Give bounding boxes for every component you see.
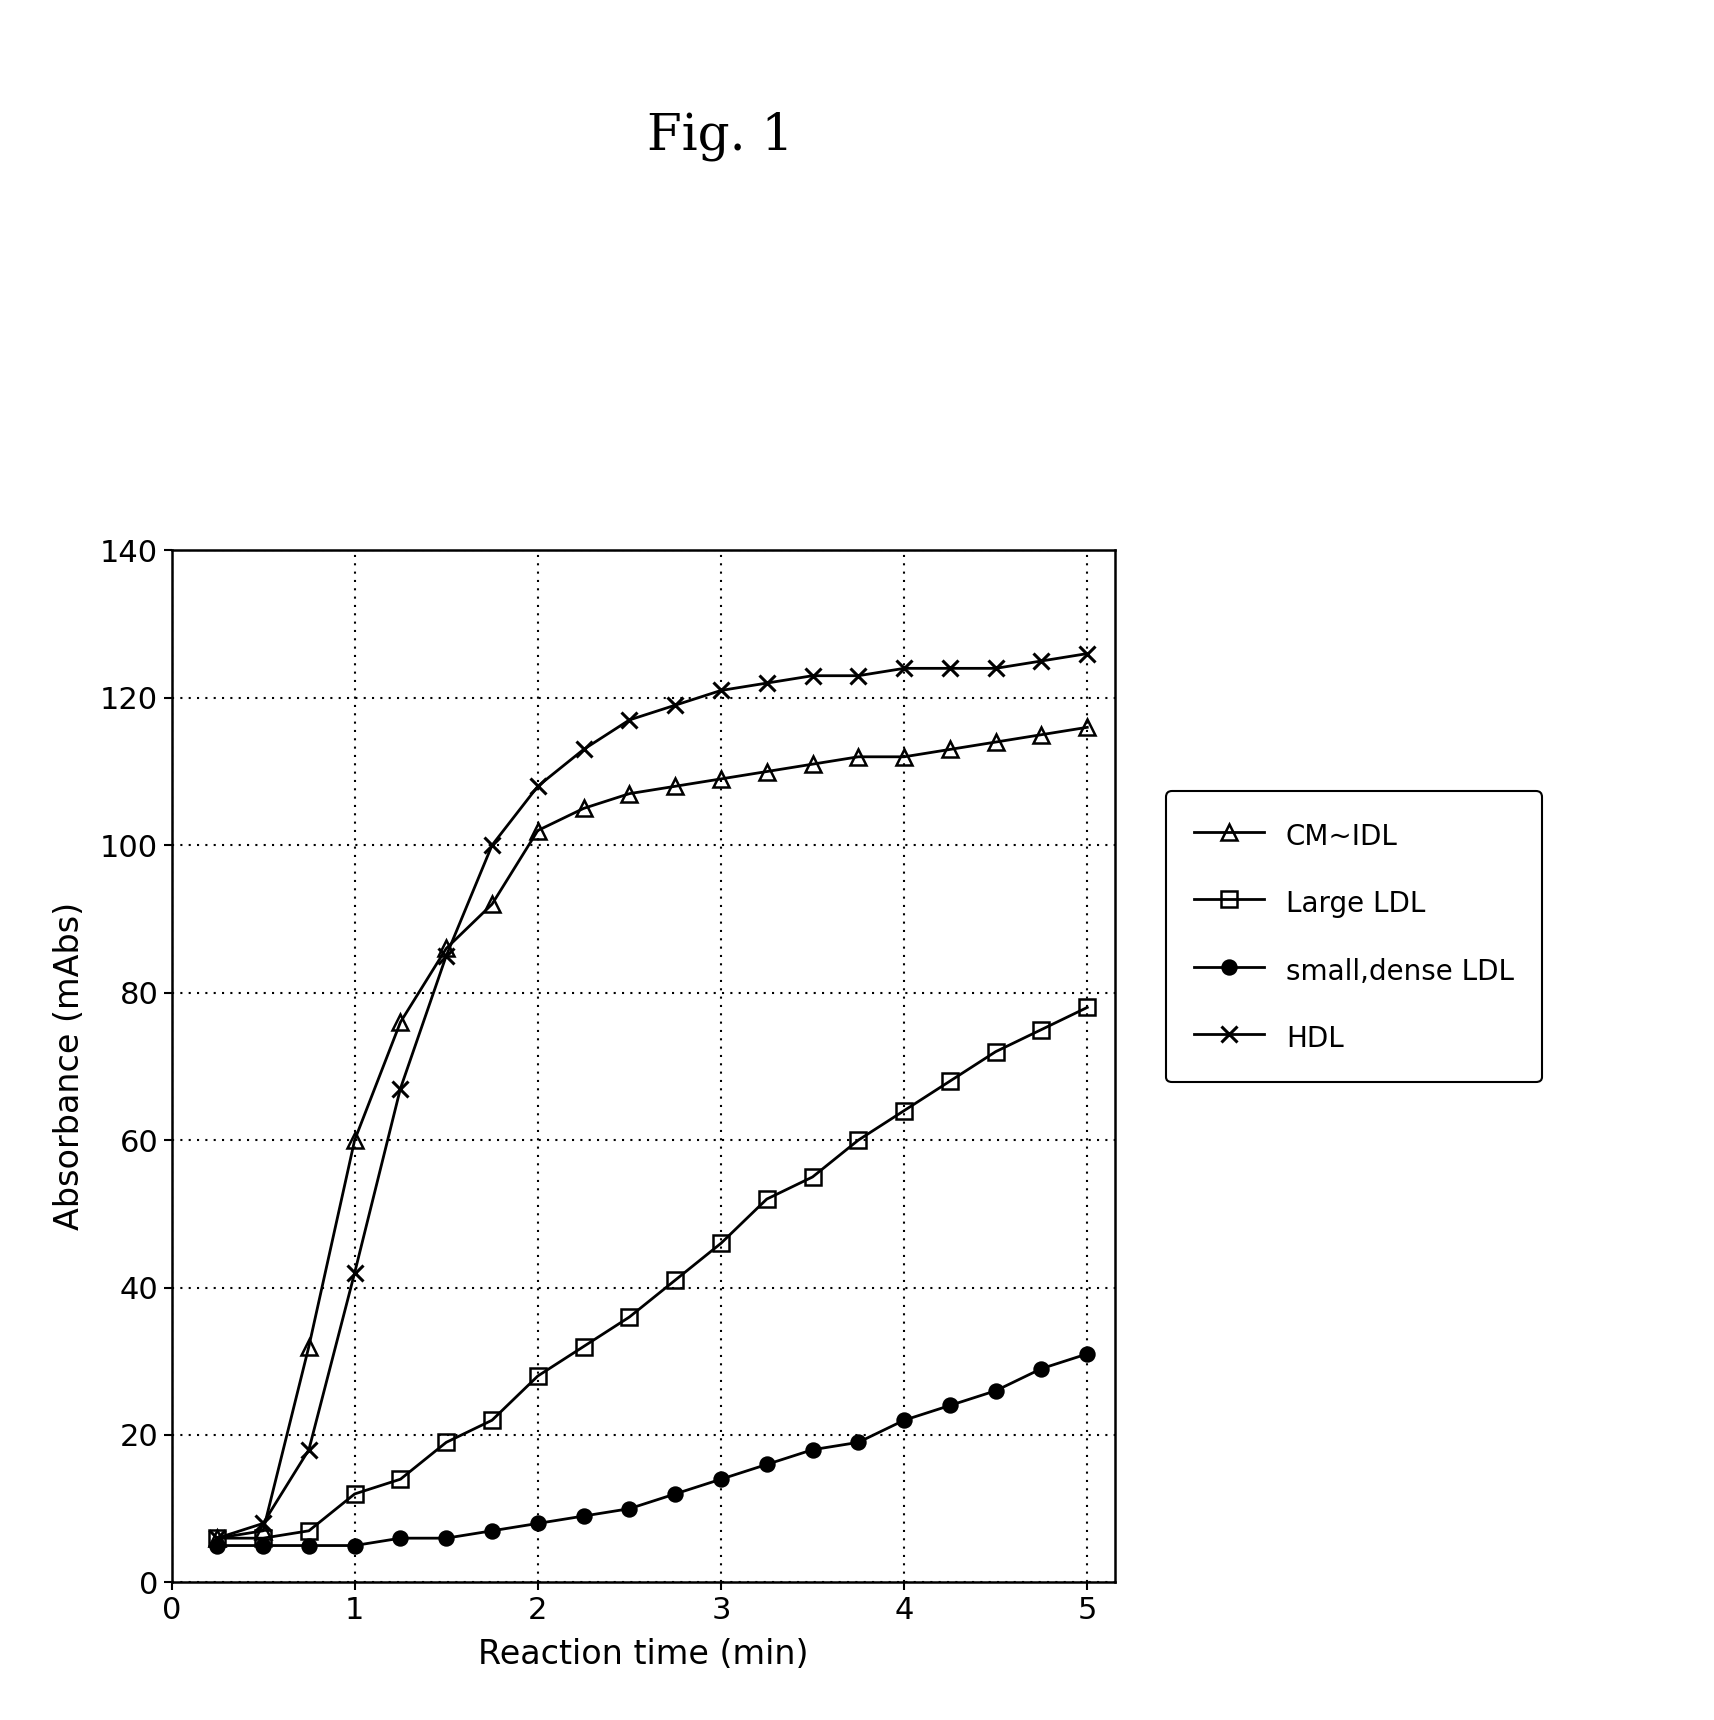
small,dense LDL xyxy=(345,1536,365,1557)
CM~IDL xyxy=(986,731,1006,752)
HDL xyxy=(619,710,639,731)
Line: CM~IDL: CM~IDL xyxy=(209,719,1094,1546)
CM~IDL xyxy=(389,1011,410,1032)
Large LDL xyxy=(1076,998,1097,1018)
Large LDL xyxy=(345,1484,365,1505)
HDL xyxy=(847,666,867,686)
small,dense LDL xyxy=(435,1527,456,1548)
small,dense LDL xyxy=(802,1440,823,1460)
HDL xyxy=(345,1262,365,1283)
CM~IDL xyxy=(1030,724,1051,745)
HDL xyxy=(1030,650,1051,671)
HDL xyxy=(389,1078,410,1099)
HDL xyxy=(939,659,960,679)
HDL xyxy=(893,659,914,679)
small,dense LDL xyxy=(389,1527,410,1548)
Large LDL xyxy=(710,1233,730,1254)
Large LDL xyxy=(207,1527,228,1548)
Large LDL xyxy=(893,1101,914,1121)
small,dense LDL xyxy=(528,1514,548,1534)
small,dense LDL xyxy=(665,1484,686,1505)
Line: small,dense LDL: small,dense LDL xyxy=(211,1347,1094,1553)
Large LDL xyxy=(389,1469,410,1490)
HDL xyxy=(435,946,456,967)
small,dense LDL xyxy=(847,1433,867,1453)
Line: HDL: HDL xyxy=(209,647,1094,1546)
small,dense LDL xyxy=(893,1410,914,1431)
CM~IDL xyxy=(252,1520,273,1541)
Large LDL xyxy=(986,1041,1006,1061)
HDL xyxy=(710,679,730,700)
Text: Fig. 1: Fig. 1 xyxy=(646,112,794,162)
HDL xyxy=(482,834,502,855)
Large LDL xyxy=(528,1366,548,1386)
X-axis label: Reaction time (min): Reaction time (min) xyxy=(478,1639,807,1672)
HDL xyxy=(528,776,548,796)
CM~IDL xyxy=(528,820,548,841)
Large LDL xyxy=(756,1189,776,1209)
CM~IDL xyxy=(345,1130,365,1151)
Large LDL xyxy=(619,1307,639,1328)
HDL xyxy=(207,1527,228,1548)
small,dense LDL xyxy=(207,1536,228,1557)
small,dense LDL xyxy=(1076,1343,1097,1364)
HDL xyxy=(756,673,776,693)
CM~IDL xyxy=(893,746,914,767)
small,dense LDL xyxy=(252,1536,273,1557)
Large LDL xyxy=(1030,1020,1051,1041)
Large LDL xyxy=(298,1520,319,1541)
small,dense LDL xyxy=(710,1469,730,1490)
Large LDL xyxy=(482,1410,502,1431)
Y-axis label: Absorbance (mAbs): Absorbance (mAbs) xyxy=(53,903,86,1230)
CM~IDL xyxy=(710,769,730,789)
small,dense LDL xyxy=(298,1536,319,1557)
HDL xyxy=(572,740,593,760)
Large LDL xyxy=(802,1166,823,1187)
CM~IDL xyxy=(619,783,639,803)
CM~IDL xyxy=(482,894,502,915)
Line: Large LDL: Large LDL xyxy=(209,999,1094,1546)
Large LDL xyxy=(665,1269,686,1290)
Legend: CM~IDL, Large LDL, small,dense LDL, HDL: CM~IDL, Large LDL, small,dense LDL, HDL xyxy=(1166,791,1541,1082)
CM~IDL xyxy=(572,798,593,819)
HDL xyxy=(1076,643,1097,664)
small,dense LDL xyxy=(756,1453,776,1474)
CM~IDL xyxy=(665,776,686,796)
small,dense LDL xyxy=(619,1498,639,1519)
HDL xyxy=(298,1440,319,1460)
Large LDL xyxy=(847,1130,867,1151)
HDL xyxy=(802,666,823,686)
small,dense LDL xyxy=(939,1395,960,1416)
small,dense LDL xyxy=(1030,1359,1051,1379)
small,dense LDL xyxy=(986,1381,1006,1402)
CM~IDL xyxy=(435,937,456,958)
Large LDL xyxy=(435,1433,456,1453)
HDL xyxy=(665,695,686,716)
CM~IDL xyxy=(756,762,776,783)
small,dense LDL xyxy=(572,1505,593,1526)
HDL xyxy=(986,659,1006,679)
CM~IDL xyxy=(1076,717,1097,738)
CM~IDL xyxy=(939,740,960,760)
Large LDL xyxy=(572,1336,593,1357)
small,dense LDL xyxy=(482,1520,502,1541)
CM~IDL xyxy=(847,746,867,767)
CM~IDL xyxy=(298,1336,319,1357)
HDL xyxy=(252,1514,273,1534)
Large LDL xyxy=(252,1527,273,1548)
CM~IDL xyxy=(207,1527,228,1548)
CM~IDL xyxy=(802,753,823,774)
Large LDL xyxy=(939,1072,960,1092)
